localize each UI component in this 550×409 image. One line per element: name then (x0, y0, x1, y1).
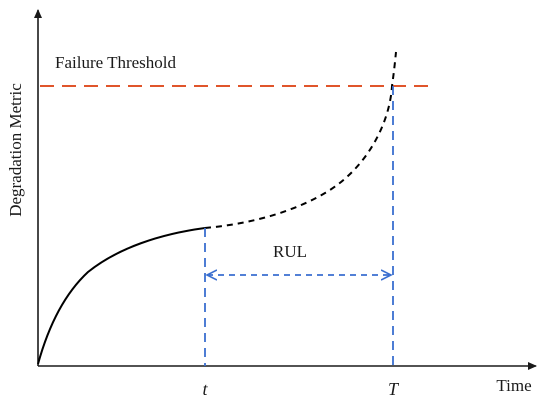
y-axis-label: Degradation Metric (6, 83, 25, 217)
failure-time-label: T (388, 379, 400, 399)
current-time-label: t (202, 379, 208, 399)
threshold-label: Failure Threshold (55, 53, 177, 72)
observed-degradation-curve (37, 227, 206, 365)
predicted-degradation-curve (204, 51, 397, 229)
rul-label: RUL (273, 242, 307, 261)
x-axis-label: Time (496, 376, 531, 395)
